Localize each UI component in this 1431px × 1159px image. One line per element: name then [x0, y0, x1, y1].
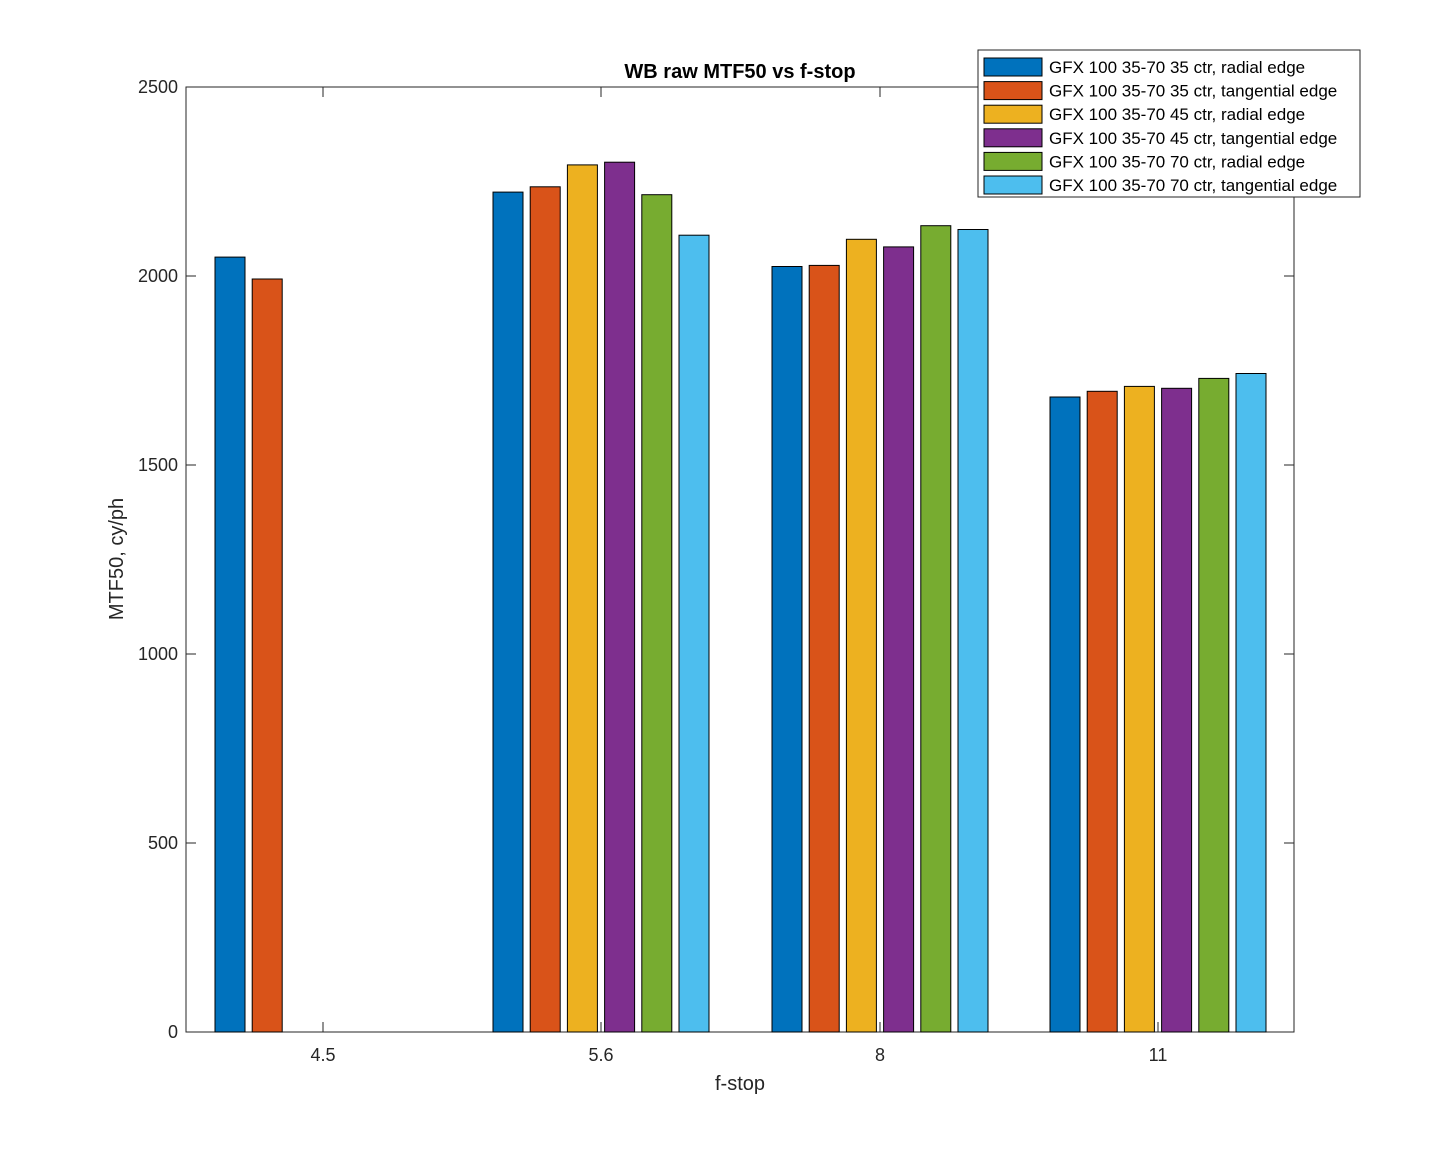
bar-series-2-4.5 [251, 278, 283, 1033]
x-tick-label: 4.5 [310, 1045, 335, 1065]
bar-series-6-8 [957, 229, 989, 1033]
bar-series-4-8 [883, 246, 915, 1033]
y-tick-label: 0 [168, 1022, 178, 1042]
x-ticks: 4.5 5.6 8 11 [310, 87, 1167, 1065]
y-tick-label: 2000 [138, 266, 178, 286]
bar-series-3-5.6 [566, 164, 598, 1033]
bar-series-6-11 [1235, 373, 1267, 1033]
y-axis-label: MTF50, cy/ph [106, 498, 128, 620]
bar-series-1-8 [771, 266, 803, 1033]
bar-series-1-5.6 [492, 191, 524, 1033]
y-tick-label: 2500 [138, 77, 178, 97]
x-tick-label: 11 [1149, 1045, 1168, 1065]
bars [214, 161, 1267, 1033]
legend: GFX 100 35-70 35 ctr, radial edge GFX 100… [977, 49, 1361, 198]
bar-series-3-11 [1123, 385, 1155, 1033]
bar-series-1-11 [1049, 396, 1081, 1033]
legend-swatch [983, 151, 1043, 171]
legend-entry: GFX 100 35-70 45 ctr, radial edge [1049, 105, 1305, 124]
legend-entry: GFX 100 35-70 70 ctr, tangential edge [1049, 176, 1337, 195]
legend-swatch [983, 104, 1043, 124]
legend-swatch [983, 57, 1043, 77]
bar-series-4-5.6 [604, 161, 636, 1033]
bar-series-5-5.6 [641, 194, 673, 1033]
x-axis-label: f-stop [715, 1073, 765, 1095]
bar-series-2-5.6 [529, 186, 561, 1033]
legend-entry: GFX 100 35-70 35 ctr, tangential edge [1049, 82, 1337, 101]
bar-series-5-11 [1198, 377, 1230, 1033]
legend-swatch [983, 128, 1043, 148]
bar-series-4-11 [1161, 387, 1193, 1033]
bar-series-1-4.5 [214, 256, 246, 1033]
legend-swatch [983, 81, 1043, 101]
bar-series-3-8 [845, 238, 877, 1033]
chart-title: WB raw MTF50 vs f-stop [624, 61, 855, 83]
y-tick-label: 1000 [138, 644, 178, 664]
x-tick-label: 8 [875, 1045, 885, 1065]
legend-entry: GFX 100 35-70 45 ctr, tangential edge [1049, 129, 1337, 148]
bar-series-5-8 [920, 225, 952, 1033]
bar-series-2-8 [808, 264, 840, 1033]
legend-entry: GFX 100 35-70 70 ctr, radial edge [1049, 152, 1305, 171]
bar-series-6-5.6 [678, 234, 710, 1033]
y-tick-label: 1500 [138, 455, 178, 475]
x-tick-label: 5.6 [588, 1045, 613, 1065]
legend-swatch [983, 175, 1043, 195]
bar-series-2-11 [1086, 390, 1118, 1033]
legend-entry: GFX 100 35-70 35 ctr, radial edge [1049, 58, 1305, 77]
y-tick-label: 500 [148, 833, 178, 853]
